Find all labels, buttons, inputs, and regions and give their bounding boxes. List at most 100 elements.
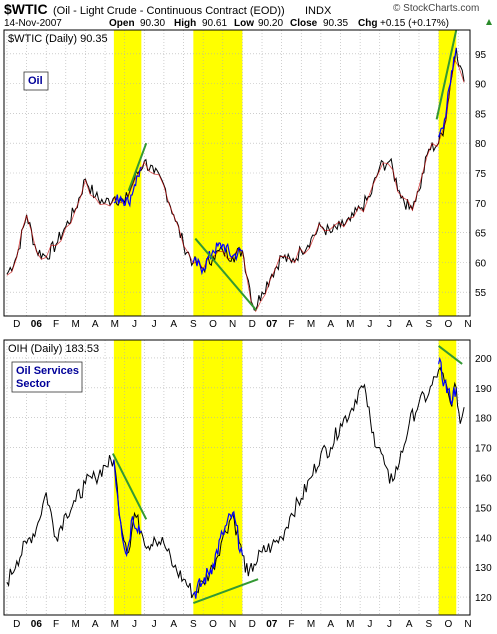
x-tick-label: J <box>367 319 372 330</box>
x-tick-label: S <box>190 619 197 630</box>
x-tick-label: J <box>367 619 372 630</box>
x-tick-label: O <box>445 319 453 330</box>
x-tick-label: 06 <box>31 319 43 330</box>
y-tick-label: 90 <box>475 80 487 91</box>
y-tick-label: 180 <box>475 414 492 425</box>
y-tick-label: 65 <box>475 229 487 240</box>
label-box-text: Oil Services <box>16 365 79 377</box>
chart-panels: 55 60 65 70 75 80 85 90 95 $WTIC (Daily) 90.35 Oil… <box>3 29 492 630</box>
trendline <box>112 453 148 520</box>
high-label: High <box>174 18 196 29</box>
y-tick-label: 75 <box>475 169 487 180</box>
y-tick-label: 55 <box>475 288 487 299</box>
x-tick-label: S <box>425 619 432 630</box>
x-tick-label: F <box>288 619 294 630</box>
highlighted-series-segment <box>192 510 243 599</box>
highlighted-series-segment <box>113 166 142 208</box>
x-tick-label: 07 <box>266 319 278 330</box>
x-tick-label: A <box>92 619 99 630</box>
x-tick-label: M <box>307 619 315 630</box>
x-tick-label: M <box>111 619 119 630</box>
y-tick-label: 140 <box>475 533 492 544</box>
highlighted-series-segment <box>438 47 457 138</box>
x-tick-label: D <box>13 319 20 330</box>
highlight-region <box>438 340 457 615</box>
plot-frame <box>3 29 471 317</box>
header-description: (Oil - Light Crude - Continuous Contract… <box>53 5 285 17</box>
panel-oil: 55 60 65 70 75 80 85 90 95 $WTIC (Daily) 90.35 Oil… <box>3 29 487 330</box>
series-line <box>6 47 465 311</box>
x-tick-label: A <box>406 319 413 330</box>
x-tick-label: J <box>152 319 157 330</box>
y-tick-label: 70 <box>475 199 487 210</box>
x-tick-label: N <box>229 319 236 330</box>
highlighted-series-segment <box>438 356 457 405</box>
trendline <box>435 29 458 120</box>
panel-title: OIH (Daily) 183.53 <box>8 343 99 355</box>
x-tick-label: A <box>170 619 177 630</box>
x-tick-label: A <box>170 319 177 330</box>
y-tick-label: 160 <box>475 474 492 485</box>
y-tick-label: 95 <box>475 50 487 61</box>
x-tick-label: 07 <box>266 619 278 630</box>
x-tick-label: M <box>111 319 119 330</box>
close-value: 90.35 <box>323 18 348 29</box>
x-tick-label: O <box>209 619 217 630</box>
x-tick-label: J <box>152 619 157 630</box>
chg-value: +0.15 (+0.17%) <box>380 18 449 29</box>
x-tick-label: J <box>387 319 392 330</box>
x-tick-label: M <box>71 619 79 630</box>
label-box-text: Sector <box>16 378 51 390</box>
x-tick-label: D <box>249 319 256 330</box>
highlighted-series-segment <box>192 242 243 276</box>
plot-frame <box>3 339 471 616</box>
open-label: Open <box>109 18 135 29</box>
y-tick-label: 130 <box>475 563 492 574</box>
y-tick-label: 170 <box>475 444 492 455</box>
trendline <box>127 142 148 192</box>
chg-label: Chg <box>358 18 377 29</box>
source-credit: © StockCharts.com <box>393 3 479 14</box>
high-value: 90.61 <box>202 18 227 29</box>
label-box <box>11 361 83 393</box>
trendline <box>438 345 463 365</box>
x-tick-label: M <box>346 619 354 630</box>
close-label: Close <box>290 18 318 29</box>
x-tick-label: J <box>132 619 137 630</box>
x-tick-label: N <box>464 619 471 630</box>
open-value: 90.30 <box>140 18 165 29</box>
y-tick-label: 150 <box>475 503 492 514</box>
panel-oih: 120 130 140 150 160 170 180 190 200 OIH (Daily) 1… <box>3 339 492 630</box>
x-tick-label: S <box>190 319 197 330</box>
header-date: 14-Nov-2007 <box>4 18 62 29</box>
y-tick-label: 60 <box>475 258 487 269</box>
series-line-accent <box>6 59 465 313</box>
x-tick-label: S <box>425 319 432 330</box>
y-tick-label: 190 <box>475 384 492 395</box>
x-tick-label: A <box>406 619 413 630</box>
x-tick-label: N <box>464 319 471 330</box>
x-tick-label: O <box>209 319 217 330</box>
x-tick-label: F <box>288 319 294 330</box>
label-box-text: Oil <box>28 75 43 87</box>
x-tick-label: M <box>346 319 354 330</box>
y-tick-label: 120 <box>475 593 492 604</box>
header-symbol: $WTIC <box>4 1 48 17</box>
panel-title: $WTIC (Daily) 90.35 <box>8 33 108 45</box>
x-tick-label: J <box>387 619 392 630</box>
label-box <box>23 71 49 91</box>
x-tick-label: O <box>445 619 453 630</box>
x-tick-label: M <box>307 319 315 330</box>
x-tick-label: 06 <box>31 619 43 630</box>
x-tick-label: A <box>327 619 334 630</box>
y-tick-label: 80 <box>475 139 487 150</box>
trendline <box>194 237 257 311</box>
x-tick-label: A <box>327 319 334 330</box>
highlighted-series-segment <box>113 459 142 558</box>
x-tick-label: F <box>53 619 59 630</box>
header-exchange: INDX <box>305 5 332 17</box>
low-label: Low <box>234 18 254 29</box>
y-tick-label: 85 <box>475 109 487 120</box>
x-tick-label: D <box>249 619 256 630</box>
